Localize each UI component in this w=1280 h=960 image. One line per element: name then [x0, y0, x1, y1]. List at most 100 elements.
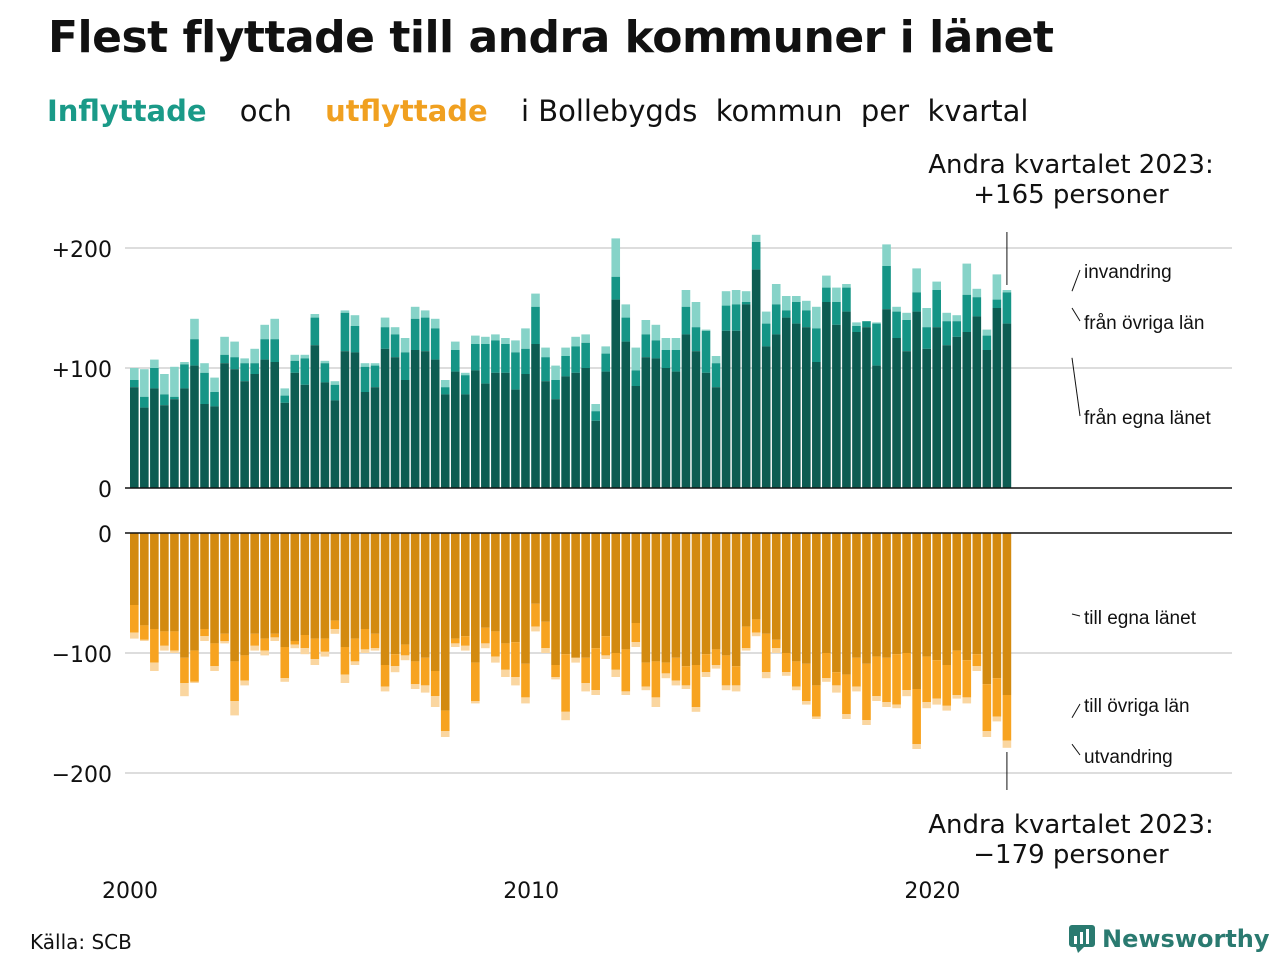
bar-in-ovriga: [671, 350, 681, 372]
bar-out-utvandring: [260, 650, 269, 656]
bar-out-egna: [631, 533, 641, 623]
bar-in-invandring: [932, 281, 941, 290]
bar-in-ovriga: [521, 348, 530, 374]
bar-out-egna: [260, 533, 269, 639]
bar-in-invandring: [340, 310, 350, 313]
bar-out-ovriga: [511, 642, 520, 677]
bar-out-utvandring: [691, 707, 701, 712]
bar-in-egna: [741, 304, 751, 488]
bar-in-invandring: [471, 335, 480, 344]
bar-in-ovriga: [721, 305, 731, 331]
bar-in-egna: [220, 363, 229, 488]
bar-out-utvandring: [992, 716, 1002, 722]
bar-out-egna: [912, 533, 921, 689]
bar-out-utvandring: [631, 642, 641, 647]
bar-out-utvandring: [390, 666, 400, 673]
bar-in-ovriga: [350, 326, 360, 353]
bar-in-invandring: [320, 360, 330, 364]
bar-out-ovriga: [892, 654, 901, 705]
bar-out-utvandring: [521, 697, 530, 704]
bar-in-ovriga: [491, 340, 500, 373]
series-label-in: från egna länet: [1084, 408, 1211, 429]
bar-out-ovriga: [791, 661, 801, 687]
bar-out-egna: [761, 533, 771, 634]
brand-name: Newsworthy: [1102, 925, 1270, 953]
bar-out-utvandring: [370, 648, 380, 651]
bar-in-invandring: [420, 310, 430, 318]
bar-out-utvandring: [611, 669, 621, 677]
bar-in-egna: [751, 269, 761, 488]
bar-in-invandring: [761, 311, 771, 324]
bar-out-utvandring: [310, 659, 320, 665]
annotation-bottom-line1: Andra kvartalet 2023:: [928, 810, 1214, 840]
bar-in-invandring: [501, 338, 510, 344]
bar-in-ovriga: [571, 346, 580, 373]
bar-in-ovriga: [681, 306, 691, 335]
bar-in-ovriga: [932, 290, 941, 328]
bar-out-egna: [731, 533, 741, 667]
bar-in-egna: [230, 369, 239, 488]
bar-out-utvandring: [982, 731, 992, 737]
bar-in-ovriga: [812, 328, 821, 362]
bar-out-ovriga: [521, 663, 530, 698]
bar-in-invandring: [440, 380, 450, 388]
bar-in-invandring: [521, 328, 530, 349]
bar-out-ovriga: [360, 629, 370, 650]
bar-out-egna: [872, 533, 881, 657]
bar-in-invandring: [491, 334, 500, 341]
bar-out-ovriga: [802, 663, 811, 701]
bar-in-invandring: [1002, 290, 1012, 293]
bar-in-invandring: [240, 358, 249, 364]
bar-in-ovriga: [370, 365, 380, 388]
bar-out-ovriga: [812, 685, 821, 717]
bar-in-invandring: [892, 306, 901, 312]
bar-in-egna: [170, 399, 179, 488]
bar-out-egna: [791, 533, 801, 662]
bar-out-ovriga: [310, 638, 320, 659]
bar-out-ovriga: [601, 636, 611, 656]
chart-subtitle: Inflyttade och utflyttade i Bollebygds k…: [47, 94, 1052, 128]
bar-out-ovriga: [591, 648, 600, 691]
bar-out-utvandring: [290, 644, 300, 649]
bar-out-utvandring: [140, 639, 149, 641]
bar-in-egna: [661, 368, 671, 488]
bar-out-utvandring: [711, 665, 721, 669]
bar-in-egna: [150, 388, 159, 488]
bar-out-ovriga: [651, 661, 661, 698]
bar-out-utvandring: [300, 648, 310, 655]
bar-out-utvandring: [651, 697, 661, 707]
bar-out-ovriga: [440, 710, 450, 731]
bar-in-egna: [130, 387, 139, 488]
bar-in-invandring: [641, 320, 651, 335]
bar-out-ovriga: [370, 633, 380, 649]
bar-in-egna: [390, 357, 400, 488]
bar-in-ovriga: [631, 370, 641, 386]
bar-out-ovriga: [390, 654, 400, 667]
bar-out-egna: [581, 533, 590, 658]
bar-in-invandring: [150, 359, 159, 368]
bar-out-ovriga: [551, 665, 560, 677]
series-label-out: till egna länet: [1084, 608, 1197, 629]
bar-in-invandring: [601, 346, 611, 354]
bar-out-ovriga: [240, 655, 249, 681]
bar-in-invandring: [250, 348, 259, 364]
bar-out-utvandring: [270, 637, 280, 641]
bar-out-ovriga: [190, 650, 199, 682]
y-tick-label-out: −100: [52, 643, 112, 668]
bar-out-ovriga: [400, 644, 410, 656]
bar-in-egna: [340, 351, 350, 488]
bar-out-utvandring: [601, 655, 611, 659]
bar-out-utvandring: [210, 666, 219, 671]
bar-in-ovriga: [320, 363, 330, 383]
bar-out-utvandring: [591, 690, 600, 695]
bar-in-egna: [761, 346, 771, 488]
bar-in-invandring: [190, 318, 199, 340]
bar-out-ovriga: [661, 662, 671, 674]
bar-out-ovriga: [992, 678, 1002, 717]
bar-out-utvandring: [190, 681, 199, 683]
x-tick-label: 2000: [102, 879, 158, 904]
bar-in-ovriga: [912, 292, 921, 312]
bar-in-egna: [611, 299, 621, 488]
bar-out-egna: [751, 533, 761, 620]
bar-out-ovriga: [621, 649, 631, 692]
